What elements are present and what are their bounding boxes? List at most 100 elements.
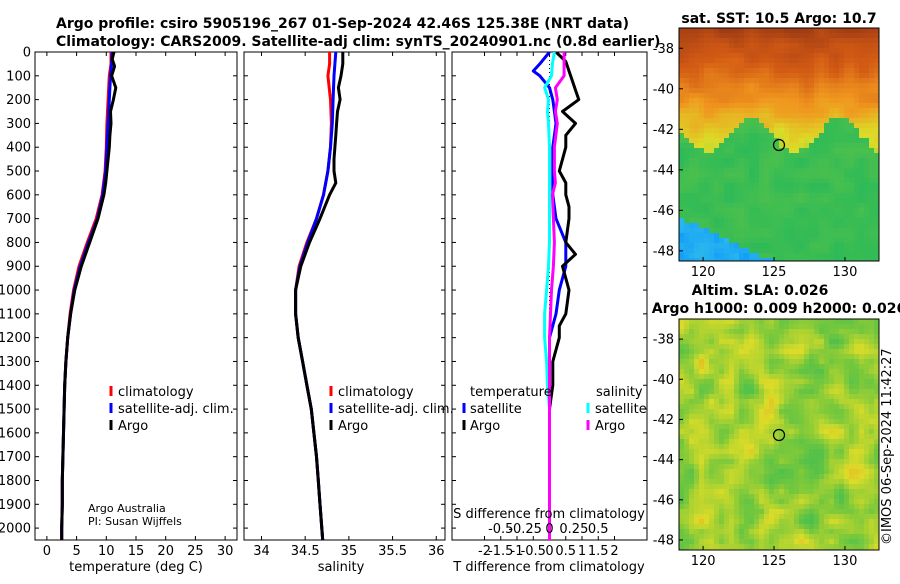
heatmap-cell (819, 354, 825, 360)
heatmap-cell (729, 78, 735, 84)
heatmap-cell (774, 504, 780, 510)
heatmap-cell (769, 484, 775, 490)
heatmap-cell (819, 344, 825, 350)
heatmap-cell (814, 484, 820, 490)
heatmap-cell (874, 359, 880, 365)
heatmap-cell (719, 83, 725, 89)
heatmap-cell (679, 374, 685, 380)
heatmap-cell (739, 38, 745, 44)
heatmap-cell (849, 544, 855, 550)
heatmap-cell (839, 544, 845, 550)
heatmap-cell (679, 434, 685, 440)
heatmap-cell (829, 128, 835, 134)
heatmap-cell (719, 63, 725, 69)
heatmap-cell (744, 344, 750, 350)
heatmap-cell (729, 108, 735, 114)
heatmap-cell (869, 78, 875, 84)
heatmap-cell (709, 228, 715, 234)
heatmap-cell (764, 183, 770, 189)
heatmap-cell (734, 384, 740, 390)
heatmap-cell (729, 133, 735, 139)
heatmap-cell (829, 404, 835, 410)
heatmap-cell (859, 258, 865, 262)
heatmap-cell (744, 208, 750, 214)
heatmap-cell (704, 248, 710, 254)
heatmap-cell (854, 43, 860, 49)
heatmap-cell (704, 183, 710, 189)
heatmap-cell (804, 203, 810, 209)
heatmap-cell (699, 118, 705, 124)
heatmap-cell (809, 324, 815, 330)
heatmap-cell (769, 168, 775, 174)
heatmap-cell (824, 33, 830, 39)
heatmap-cell (824, 58, 830, 64)
heatmap-cell (859, 339, 865, 345)
heatmap-cell (799, 329, 805, 335)
heatmap-cell (789, 479, 795, 485)
heatmap-cell (729, 193, 735, 199)
heatmap-cell (839, 178, 845, 184)
heatmap-cell (774, 484, 780, 490)
heatmap-cell (854, 238, 860, 244)
heatmap-cell (684, 499, 690, 505)
heatmap-cell (699, 113, 705, 119)
heatmap-cell (769, 389, 775, 395)
heatmap-cell (864, 223, 870, 229)
heatmap-cell (769, 354, 775, 360)
heatmap-cell (799, 399, 805, 405)
heatmap-cell (864, 519, 870, 525)
heatmap-cell (744, 93, 750, 99)
heatmap-cell (754, 319, 760, 325)
heatmap-cell (774, 524, 780, 530)
heatmap-cell (864, 364, 870, 370)
heatmap-cell (809, 138, 815, 144)
heatmap-cell (699, 359, 705, 365)
heatmap-cell (794, 469, 800, 475)
heatmap-cell (689, 38, 695, 44)
heatmap-cell (694, 509, 700, 515)
heatmap-cell (809, 319, 815, 325)
heatmap-cell (844, 369, 850, 375)
heatmap-cell (874, 103, 880, 109)
heatmap-cell (679, 178, 685, 184)
heatmap-cell (874, 243, 880, 249)
heatmap-cell (694, 534, 700, 540)
heatmap-cell (844, 399, 850, 405)
heatmap-cell (679, 519, 685, 525)
heatmap-cell (759, 153, 765, 159)
heatmap-cell (734, 163, 740, 169)
heatmap-cell (779, 414, 785, 420)
heatmap-cell (764, 138, 770, 144)
heatmap-cell (774, 48, 780, 54)
heatmap-cell (839, 38, 845, 44)
heatmap-cell (759, 334, 765, 340)
heatmap-cell (739, 534, 745, 540)
heatmap-cell (789, 258, 795, 262)
heatmap-cell (834, 28, 840, 34)
heatmap-cell (714, 163, 720, 169)
heatmap-cell (834, 93, 840, 99)
heatmap-cell (724, 73, 730, 79)
heatmap-cell (764, 208, 770, 214)
heatmap-cell (774, 28, 780, 34)
heatmap-cell (744, 319, 750, 325)
heatmap-cell (724, 113, 730, 119)
heatmap-cell (819, 419, 825, 425)
heatmap-cell (799, 409, 805, 415)
heatmap-cell (774, 469, 780, 475)
heatmap-cell (784, 198, 790, 204)
heatmap-cell (769, 173, 775, 179)
heatmap-cell (809, 334, 815, 340)
heatmap-cell (814, 499, 820, 505)
heatmap-cell (774, 158, 780, 164)
heatmap-cell (814, 539, 820, 545)
heatmap-cell (854, 429, 860, 435)
heatmap-cell (719, 98, 725, 104)
heatmap-cell (779, 33, 785, 39)
heatmap-cell (834, 203, 840, 209)
heatmap-cell (864, 389, 870, 395)
heatmap-cell (724, 414, 730, 420)
heatmap-cell (749, 258, 755, 262)
heatmap-cell (864, 414, 870, 420)
heatmap-cell (834, 359, 840, 365)
